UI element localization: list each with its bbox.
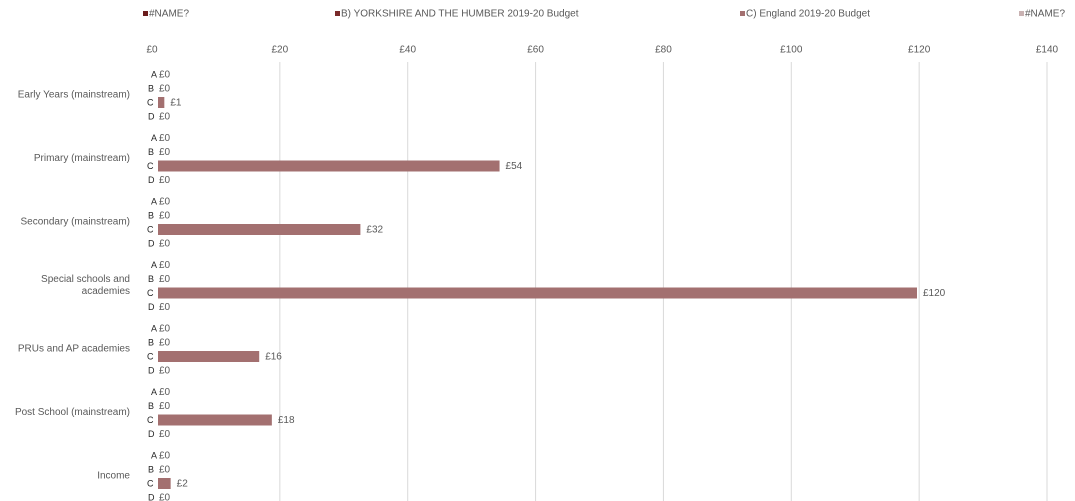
- x-tick-label: £20: [272, 45, 289, 56]
- series-letter: B: [148, 401, 154, 411]
- legend-label: #NAME?: [1025, 9, 1065, 20]
- category-label: Primary (mainstream): [34, 153, 130, 164]
- series-letter: D: [148, 429, 155, 439]
- series-letter: D: [148, 492, 155, 501]
- data-label: £0: [159, 493, 171, 501]
- category-label: PRUs and AP academies: [18, 344, 130, 355]
- series-letter: D: [148, 365, 155, 375]
- data-label: £54: [506, 161, 523, 172]
- data-label: £0: [159, 211, 171, 222]
- legend-swatch: [740, 11, 745, 16]
- data-label: £0: [159, 84, 171, 95]
- series-letter: D: [148, 175, 155, 185]
- legend-label: B) YORKSHIRE AND THE HUMBER 2019-20 Budg…: [341, 9, 579, 20]
- category-label: Special schools and: [41, 274, 130, 285]
- series-letter: B: [148, 210, 154, 220]
- data-label: £0: [159, 429, 171, 440]
- category-label: Post School (mainstream): [15, 407, 130, 418]
- data-label: £0: [159, 324, 171, 335]
- data-label: £0: [159, 465, 171, 476]
- category-label: Income: [97, 471, 130, 482]
- series-letter: C: [147, 415, 154, 425]
- legend-label: #NAME?: [149, 9, 189, 20]
- x-tick-label: £140: [1036, 45, 1059, 56]
- legend-swatch: [335, 11, 340, 16]
- series-letter: C: [147, 97, 154, 107]
- series-letter: A: [151, 387, 157, 397]
- series-letter: B: [148, 337, 154, 347]
- series-letter: A: [151, 69, 157, 79]
- data-label: £0: [159, 197, 171, 208]
- data-label: £120: [923, 288, 946, 299]
- x-tick-label: £60: [527, 45, 544, 56]
- data-label: £0: [159, 239, 171, 250]
- series-letter: A: [151, 196, 157, 206]
- x-tick-label: £80: [655, 45, 672, 56]
- bar: [158, 287, 917, 299]
- series-letter: C: [147, 288, 154, 298]
- x-tick-label: £40: [399, 45, 416, 56]
- data-label: £0: [159, 274, 171, 285]
- series-letter: B: [148, 274, 154, 284]
- category-label: Secondary (mainstream): [21, 217, 130, 228]
- series-letter: C: [147, 478, 154, 488]
- bar: [158, 160, 500, 172]
- legend-swatch: [1019, 11, 1024, 16]
- series-letter: D: [148, 302, 155, 312]
- data-label: £1: [170, 98, 182, 109]
- data-label: £0: [159, 401, 171, 412]
- series-letter: D: [148, 111, 155, 121]
- series-letter: A: [151, 450, 157, 460]
- series-letter: C: [147, 161, 154, 171]
- series-letter: A: [151, 133, 157, 143]
- x-tick-label: £0: [146, 45, 158, 56]
- data-label: £0: [159, 387, 171, 398]
- series-letter: D: [148, 238, 155, 248]
- series-letter: B: [148, 83, 154, 93]
- bar: [158, 478, 171, 489]
- series-letter: A: [151, 323, 157, 333]
- series-letter: B: [148, 464, 154, 474]
- legend-label: C) England 2019-20 Budget: [746, 9, 870, 20]
- data-label: £0: [159, 112, 171, 123]
- data-label: £0: [159, 451, 171, 462]
- bar: [158, 224, 361, 235]
- data-label: £0: [159, 302, 171, 313]
- data-label: £18: [278, 415, 295, 426]
- data-label: £0: [159, 338, 171, 349]
- data-label: £32: [366, 225, 383, 236]
- data-label: £2: [177, 479, 189, 490]
- data-label: £0: [159, 260, 171, 271]
- series-letter: B: [148, 147, 154, 157]
- x-tick-label: £100: [780, 45, 803, 56]
- data-label: £16: [265, 352, 282, 363]
- data-label: £0: [159, 133, 171, 144]
- data-label: £0: [159, 147, 171, 158]
- x-tick-label: £120: [908, 45, 931, 56]
- data-label: £0: [159, 366, 171, 377]
- category-label: academies: [82, 286, 130, 297]
- category-label: Early Years (mainstream): [18, 90, 130, 101]
- series-letter: C: [147, 224, 154, 234]
- series-letter: C: [147, 351, 154, 361]
- data-label: £0: [159, 70, 171, 81]
- data-label: £0: [159, 175, 171, 186]
- bar: [158, 97, 165, 108]
- bar: [158, 351, 260, 362]
- bar: [158, 414, 272, 426]
- series-letter: A: [151, 260, 157, 270]
- legend-swatch: [143, 11, 148, 16]
